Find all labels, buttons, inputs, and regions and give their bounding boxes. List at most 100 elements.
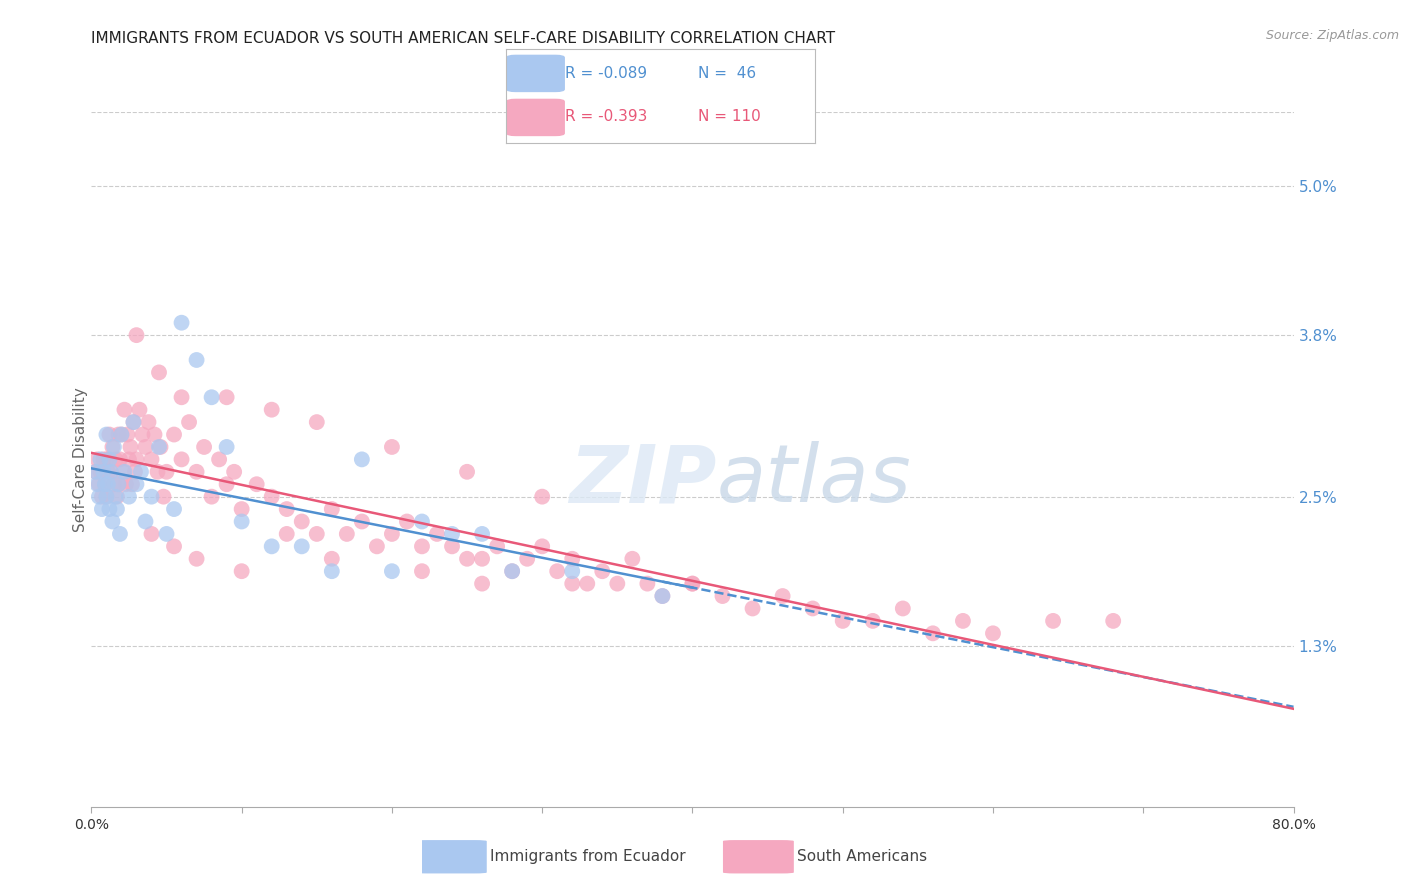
Point xyxy=(1042,614,1064,628)
Point xyxy=(89,452,111,467)
Point xyxy=(105,502,128,516)
Point xyxy=(440,539,463,553)
Point xyxy=(141,490,163,504)
Point xyxy=(98,427,121,442)
Point xyxy=(891,601,914,615)
Point xyxy=(224,465,246,479)
Point xyxy=(321,564,343,578)
Point xyxy=(862,614,884,628)
Point xyxy=(146,465,169,479)
Point xyxy=(104,452,127,467)
Text: Immigrants from Ecuador: Immigrants from Ecuador xyxy=(489,849,685,864)
Point xyxy=(163,539,186,553)
FancyBboxPatch shape xyxy=(506,54,565,92)
Point xyxy=(291,515,314,529)
Point xyxy=(125,477,148,491)
Point xyxy=(350,452,373,467)
Point xyxy=(118,452,141,467)
Point xyxy=(381,527,404,541)
Point xyxy=(108,527,131,541)
Point xyxy=(110,427,132,442)
Text: N =  46: N = 46 xyxy=(697,66,756,81)
Point xyxy=(260,402,283,417)
Point xyxy=(114,402,136,417)
Point xyxy=(215,390,238,404)
Point xyxy=(177,415,200,429)
Point xyxy=(561,576,583,591)
Point xyxy=(516,551,538,566)
Point xyxy=(576,576,599,591)
Point xyxy=(170,390,193,404)
Text: South Americans: South Americans xyxy=(797,849,927,864)
Point xyxy=(131,427,153,442)
Point xyxy=(260,539,283,553)
Point xyxy=(124,465,146,479)
Point xyxy=(772,589,794,603)
Point xyxy=(111,465,134,479)
Point xyxy=(681,576,703,591)
Point xyxy=(981,626,1004,640)
Point xyxy=(97,465,120,479)
Point xyxy=(104,490,127,504)
Point xyxy=(201,490,224,504)
Point xyxy=(456,551,478,566)
Point xyxy=(155,527,177,541)
Point xyxy=(366,539,388,553)
Text: N = 110: N = 110 xyxy=(697,109,761,124)
Point xyxy=(456,465,478,479)
Point xyxy=(141,452,163,467)
Point xyxy=(118,490,141,504)
Point xyxy=(260,490,283,504)
Point xyxy=(952,614,974,628)
Point xyxy=(115,477,138,491)
Point xyxy=(208,452,231,467)
Point xyxy=(170,452,193,467)
Point xyxy=(831,614,853,628)
Point xyxy=(471,576,494,591)
Point xyxy=(94,477,117,491)
Point xyxy=(148,440,170,454)
Point xyxy=(561,551,583,566)
Point xyxy=(246,477,269,491)
Point xyxy=(291,539,314,553)
Point xyxy=(148,366,170,380)
Point xyxy=(201,390,224,404)
Point xyxy=(163,502,186,516)
Point xyxy=(141,527,163,541)
FancyBboxPatch shape xyxy=(416,840,486,873)
Text: atlas: atlas xyxy=(717,442,911,519)
Point xyxy=(741,601,763,615)
Point xyxy=(681,576,703,591)
Point xyxy=(501,564,523,578)
Point xyxy=(98,452,121,467)
Point xyxy=(107,477,129,491)
Point xyxy=(120,440,142,454)
Point xyxy=(110,427,132,442)
Point xyxy=(101,515,124,529)
Point xyxy=(170,316,193,330)
Point xyxy=(1102,614,1125,628)
Text: IMMIGRANTS FROM ECUADOR VS SOUTH AMERICAN SELF-CARE DISABILITY CORRELATION CHART: IMMIGRANTS FROM ECUADOR VS SOUTH AMERICA… xyxy=(91,31,835,46)
Point xyxy=(96,490,118,504)
Point xyxy=(231,515,253,529)
Point xyxy=(94,477,117,491)
Point xyxy=(87,477,110,491)
Point xyxy=(350,515,373,529)
Point xyxy=(215,477,238,491)
Point xyxy=(97,477,120,491)
Point xyxy=(606,576,628,591)
Point xyxy=(336,527,359,541)
Point xyxy=(93,465,115,479)
Point xyxy=(134,440,156,454)
Point xyxy=(381,564,404,578)
Point xyxy=(122,415,145,429)
Point xyxy=(87,490,110,504)
Point xyxy=(215,440,238,454)
Point xyxy=(621,551,644,566)
Point xyxy=(125,328,148,343)
Point xyxy=(471,527,494,541)
Point xyxy=(231,502,253,516)
Point xyxy=(134,515,156,529)
Point xyxy=(90,490,112,504)
Point xyxy=(395,515,418,529)
